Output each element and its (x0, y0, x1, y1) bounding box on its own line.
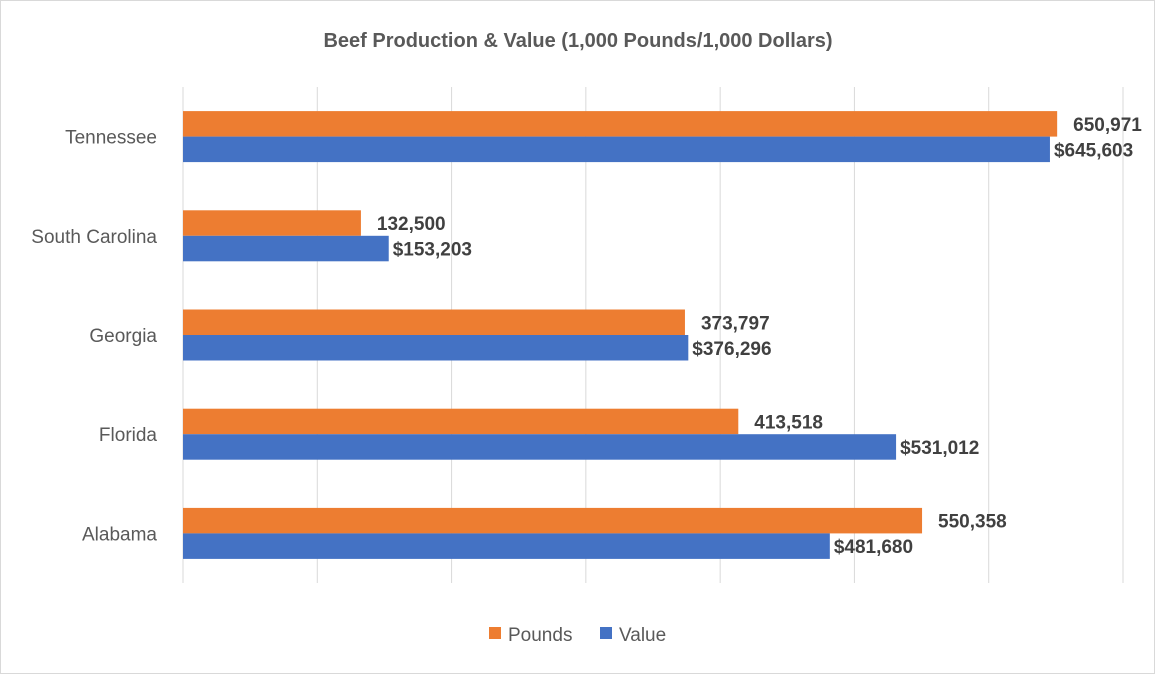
bar-pounds (183, 111, 1058, 137)
bar-pounds (183, 507, 923, 534)
legend-label: Pounds (508, 625, 572, 646)
data-label: 550,358 (938, 512, 1007, 533)
data-label: 413,518 (754, 412, 823, 433)
data-label: $645,603 (1054, 140, 1133, 161)
data-label: $376,296 (692, 339, 771, 360)
data-label: $153,203 (393, 240, 472, 261)
data-label: 373,797 (701, 313, 770, 334)
data-label: $531,012 (900, 438, 979, 459)
data-label: $481,680 (834, 537, 913, 558)
chart-title: Beef Production & Value (1,000 Pounds/1,… (323, 30, 832, 52)
bar-value (183, 434, 897, 460)
category-label: Georgia (89, 326, 157, 347)
legend-swatch-pounds (489, 627, 501, 639)
category-label: Florida (99, 425, 158, 446)
bar-value (183, 235, 389, 262)
legend-label: Value (619, 625, 666, 646)
bar-value (183, 533, 830, 559)
bar-value (183, 136, 1050, 163)
bar-pounds (183, 210, 361, 236)
bar-value (183, 335, 689, 361)
bar-pounds (183, 408, 739, 435)
legend-swatch-value (600, 627, 612, 639)
category-label: Tennessee (65, 128, 157, 149)
category-label: Alabama (82, 524, 157, 545)
bar-pounds (183, 309, 685, 335)
data-label: 132,500 (377, 214, 446, 235)
data-label: 650,971 (1073, 115, 1142, 136)
category-label: South Carolina (31, 227, 157, 248)
